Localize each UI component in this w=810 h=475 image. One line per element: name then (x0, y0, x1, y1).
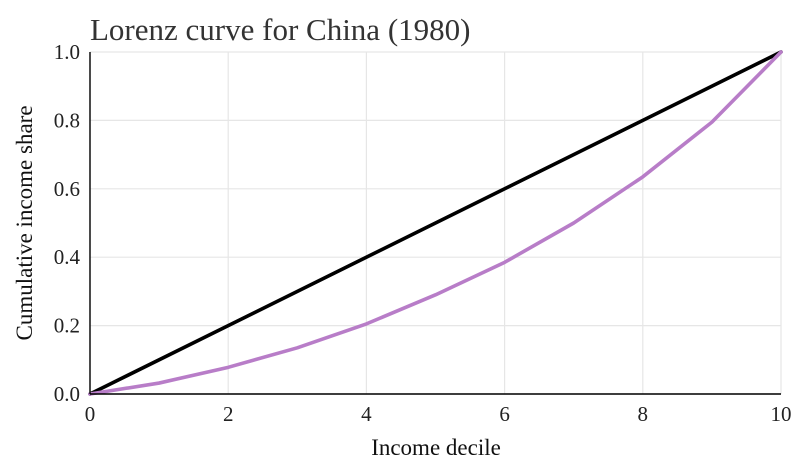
x-tick-label: 4 (361, 402, 372, 426)
y-tick-label: 0.8 (54, 108, 80, 132)
y-tick-label: 1.0 (54, 40, 80, 64)
chart-title: Lorenz curve for China (1980) (90, 12, 470, 47)
y-tick-labels: 0.0 0.2 0.4 0.6 0.8 1.0 (54, 40, 81, 406)
x-axis-label: Income decile (371, 435, 501, 460)
data-series (88, 50, 783, 396)
x-tick-label: 6 (499, 402, 510, 426)
y-tick-label: 0.6 (54, 177, 80, 201)
y-tick-label: 0.0 (54, 382, 80, 406)
lorenz-curve-line (88, 50, 783, 396)
y-tick-label: 0.4 (54, 245, 81, 269)
y-tick-label: 0.2 (54, 314, 80, 338)
x-tick-label: 2 (223, 402, 234, 426)
x-tick-label: 8 (638, 402, 649, 426)
equality-line (88, 50, 783, 396)
x-tick-label: 10 (771, 402, 792, 426)
x-tick-labels: 0 2 4 6 8 10 (85, 402, 792, 426)
x-tick-label: 0 (85, 402, 96, 426)
y-axis-label: Cumulative income share (12, 105, 37, 340)
